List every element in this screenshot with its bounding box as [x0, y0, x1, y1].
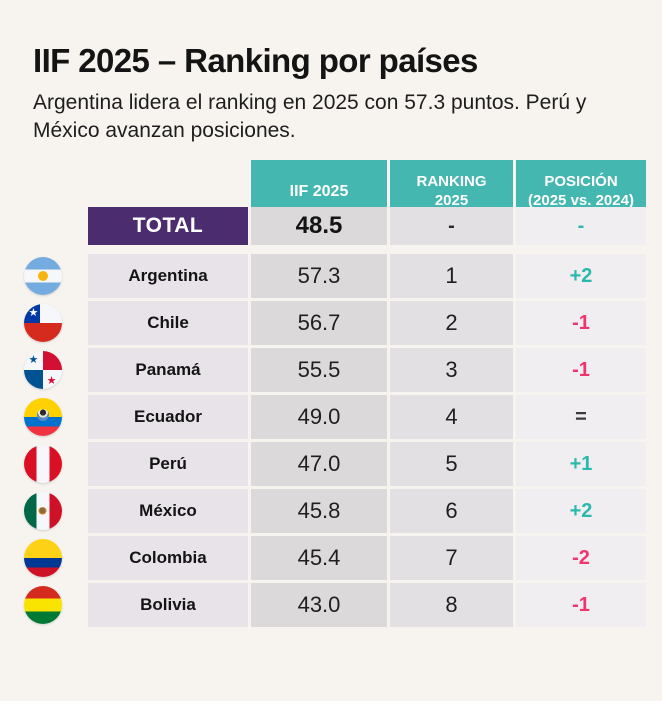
total-iif-value: 48.5: [251, 207, 387, 246]
country-name: Perú: [88, 442, 248, 487]
ranking-value: 3: [390, 348, 513, 393]
posicion-change-value: +2: [516, 254, 646, 299]
iif-value: 45.4: [251, 536, 387, 581]
country-name: Argentina: [88, 254, 248, 299]
country-name: Panamá: [88, 348, 248, 393]
iif-value: 56.7: [251, 301, 387, 346]
colombia-flag-icon: [23, 539, 62, 578]
ranking-value: 7: [390, 536, 513, 581]
page-subtitle: Argentina lidera el ranking en 2025 con …: [33, 91, 587, 142]
peru-flag-icon: [23, 445, 62, 484]
iif-value: 43.0: [251, 583, 387, 628]
ranking-value: 6: [390, 489, 513, 534]
flag-cell: [0, 301, 85, 345]
posicion-change-value: -1: [516, 583, 646, 628]
country-name: Chile: [88, 301, 248, 346]
chile-flag-icon: [23, 304, 62, 343]
flag-cell: [0, 442, 85, 486]
page-title: IIF 2025 – Ranking por países: [33, 42, 478, 79]
page: IIF 2025 – Ranking por países Argentina …: [0, 0, 662, 627]
iif-value: 49.0: [251, 395, 387, 440]
iif-value: 57.3: [251, 254, 387, 299]
iif-value: 45.8: [251, 489, 387, 534]
posicion-change-value: -1: [516, 348, 646, 393]
table-grid: IIF 2025 RANKING 2025 POSICIÓN (2025 vs.…: [0, 160, 646, 628]
country-name: Colombia: [88, 536, 248, 581]
ranking-table: IIF 2025 RANKING 2025 POSICIÓN (2025 vs.…: [0, 160, 646, 628]
posicion-change-value: +2: [516, 489, 646, 534]
ranking-value: 5: [390, 442, 513, 487]
total-ranking-value: -: [390, 207, 513, 246]
posicion-change-value: -1: [516, 301, 646, 346]
posicion-change-value: =: [516, 395, 646, 440]
total-posicion-value: -: [516, 207, 646, 246]
total-spacer-flag: [0, 207, 85, 245]
bolivia-flag-icon: [23, 586, 62, 625]
total-row-label: TOTAL: [88, 207, 248, 246]
flag-cell: [0, 254, 85, 298]
flag-cell: [0, 536, 85, 580]
flag-cell: [0, 395, 85, 439]
ranking-value: 4: [390, 395, 513, 440]
iif-value: 47.0: [251, 442, 387, 487]
flag-cell: [0, 583, 85, 627]
mexico-flag-icon: [23, 492, 62, 531]
flag-cell: [0, 489, 85, 533]
ranking-value: 8: [390, 583, 513, 628]
posicion-change-value: -2: [516, 536, 646, 581]
panama-flag-icon: [23, 351, 62, 390]
ranking-value: 2: [390, 301, 513, 346]
ranking-value: 1: [390, 254, 513, 299]
posicion-change-value: +1: [516, 442, 646, 487]
country-name: Bolivia: [88, 583, 248, 628]
ecuador-flag-icon: [23, 398, 62, 437]
flag-cell: [0, 348, 85, 392]
iif-value: 55.5: [251, 348, 387, 393]
argentina-flag-icon: [23, 257, 62, 296]
country-name: Ecuador: [88, 395, 248, 440]
country-name: México: [88, 489, 248, 534]
